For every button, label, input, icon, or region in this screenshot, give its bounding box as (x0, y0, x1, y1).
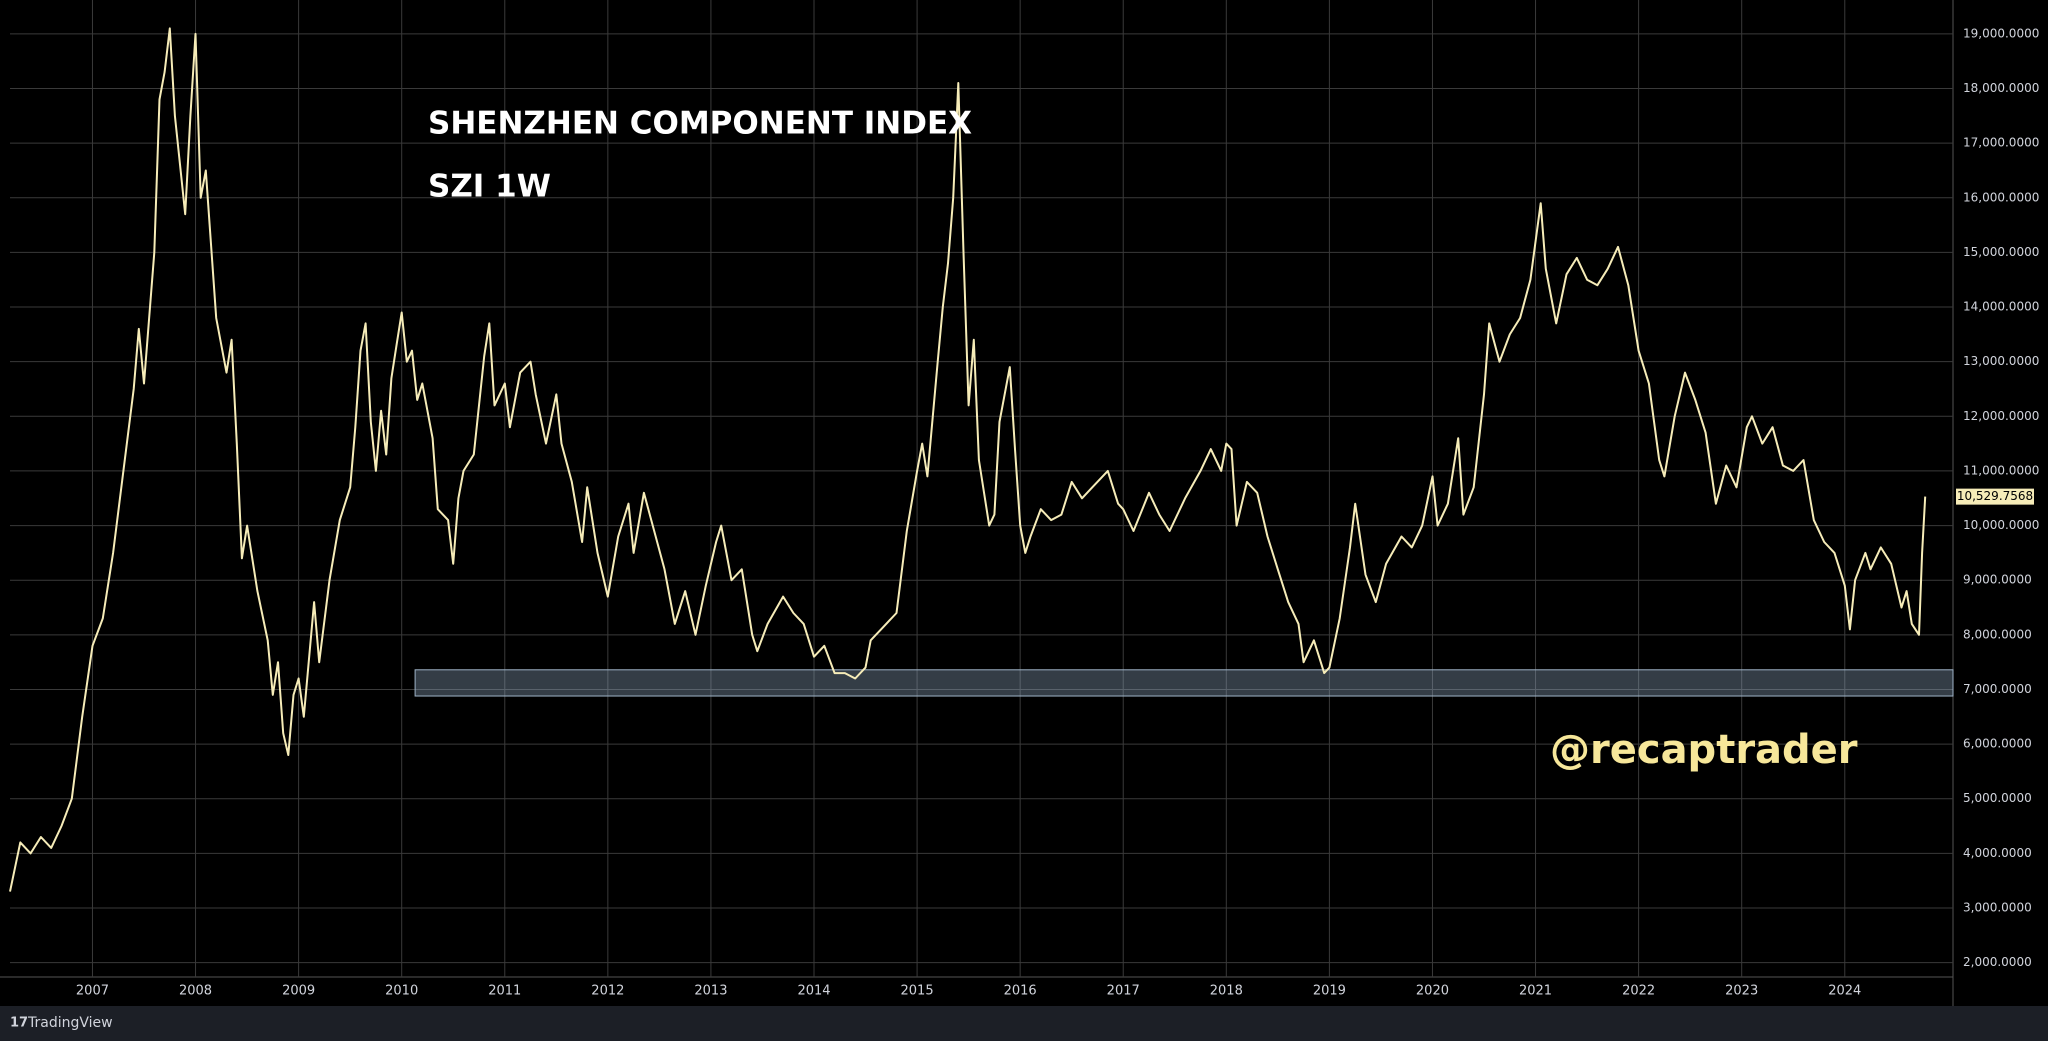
x-tick-label: 2013 (694, 984, 727, 999)
y-tick-label: 12,000.0000 (1963, 409, 2039, 423)
x-tick-label: 2010 (385, 984, 418, 999)
x-tick-label: 2011 (488, 984, 521, 999)
watermark: @recaptrader (1550, 727, 1858, 773)
chart-title: SHENZHEN COMPONENT INDEX (428, 106, 972, 142)
x-tick-label: 2012 (591, 984, 624, 999)
x-tick-label: 2021 (1519, 984, 1552, 999)
x-tick-label: 2016 (1004, 984, 1037, 999)
x-tick-label: 2018 (1210, 984, 1243, 999)
x-tick-label: 2023 (1725, 984, 1758, 999)
x-tick-label: 2017 (1107, 984, 1140, 999)
x-tick-label: 2020 (1416, 984, 1449, 999)
y-tick-label: 11,000.0000 (1963, 463, 2039, 477)
y-tick-label: 17,000.0000 (1963, 136, 2039, 150)
support-zone (414, 669, 1954, 697)
y-tick-label: 2,000.0000 (1963, 955, 2032, 969)
y-tick-label: 9,000.0000 (1963, 573, 2032, 587)
grid (10, 0, 1953, 977)
x-tick-label: 2014 (797, 984, 830, 999)
y-tick-label: 18,000.0000 (1963, 81, 2039, 95)
y-tick-label: 8,000.0000 (1963, 627, 2032, 641)
x-tick-label: 2019 (1313, 984, 1346, 999)
x-tick-label: 2022 (1622, 984, 1655, 999)
y-tick-label: 3,000.0000 (1963, 900, 2032, 914)
y-tick-label: 5,000.0000 (1963, 791, 2032, 805)
x-tick-label: 2024 (1828, 984, 1861, 999)
branding-logo: 17 (10, 1016, 28, 1031)
price-line (9, 27, 1927, 892)
x-tick-label: 2007 (76, 984, 109, 999)
x-tick-label: 2015 (901, 984, 934, 999)
x-tick-label: 2008 (179, 984, 212, 999)
y-tick-label: 13,000.0000 (1963, 354, 2039, 368)
chart-subtitle: SZI 1W (428, 169, 551, 205)
y-tick-label: 14,000.0000 (1963, 300, 2039, 314)
y-tick-label: 7,000.0000 (1963, 682, 2032, 696)
y-tick-label: 6,000.0000 (1963, 737, 2032, 751)
y-tick-label: 16,000.0000 (1963, 190, 2039, 204)
x-tick-label: 2009 (282, 984, 315, 999)
y-tick-label: 15,000.0000 (1963, 245, 2039, 259)
last-price-tag (1956, 488, 2034, 505)
y-tick-label: 19,000.0000 (1963, 26, 2039, 40)
branding: TradingView (27, 1015, 113, 1031)
footer-bar (0, 1006, 2048, 1041)
last-price-label: 10,529.7568 (1957, 489, 2033, 503)
plot (9, 27, 1954, 892)
y-tick-label: 10,000.0000 (1963, 518, 2039, 532)
y-tick-label: 4,000.0000 (1963, 846, 2032, 860)
